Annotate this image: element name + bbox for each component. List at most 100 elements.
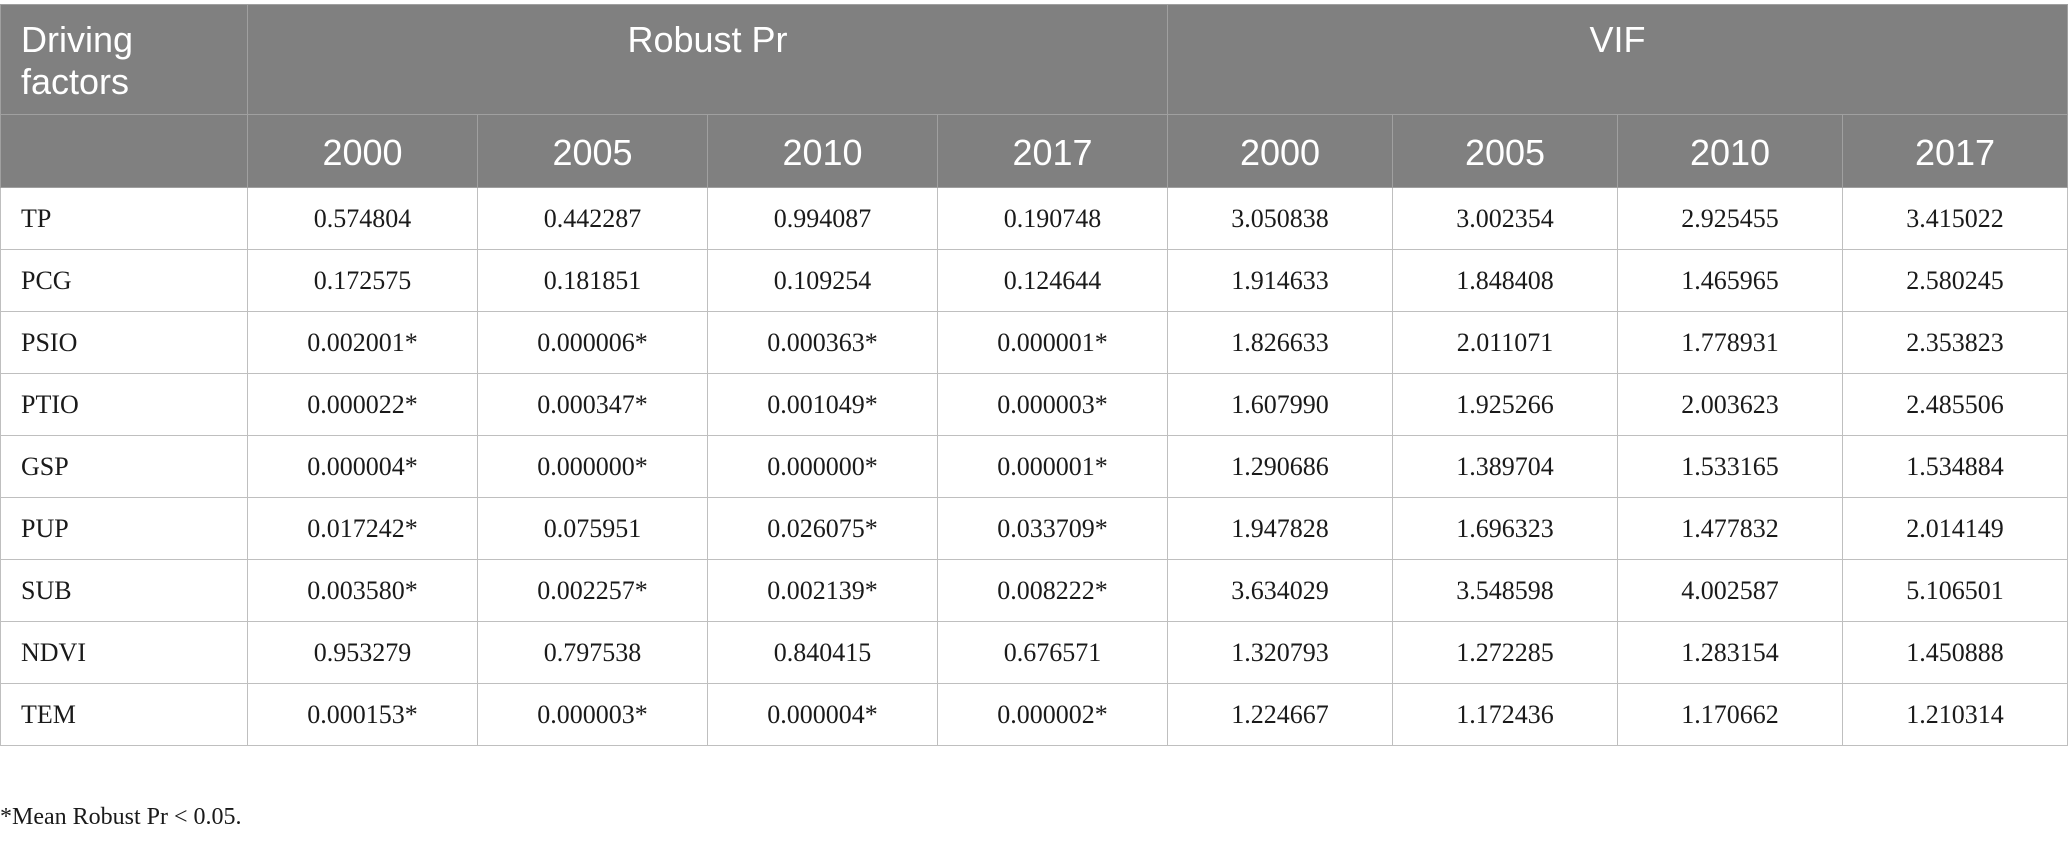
table-row: PTIO 0.000022* 0.000347* 0.001049* 0.000003*… xyxy=(0,373,2068,436)
year-header-empty xyxy=(0,114,248,188)
robust-pr-cell: 0.124644 xyxy=(936,249,1169,312)
vif-cell: 1.389704 xyxy=(1392,435,1619,498)
robust-pr-cell: 0.000006* xyxy=(477,311,708,374)
vif-cell: 1.826633 xyxy=(1167,311,1394,374)
vif-cell: 1.170662 xyxy=(1617,683,1844,746)
robust-pr-cell: 0.000003* xyxy=(936,373,1169,436)
factor-cell: PCG xyxy=(0,249,248,312)
table-row: NDVI 0.953279 0.797538 0.840415 0.676571 1.32… xyxy=(0,621,2068,684)
vif-cell: 2.003623 xyxy=(1617,373,1844,436)
robust-pr-cell: 0.000003* xyxy=(477,683,708,746)
vif-cell: 1.778931 xyxy=(1617,311,1844,374)
vif-cell: 1.320793 xyxy=(1167,621,1394,684)
robust-pr-cell: 0.181851 xyxy=(477,249,708,312)
robust-pr-cell: 0.840415 xyxy=(707,621,938,684)
header-row-groups: Driving factors Robust Pr VIF xyxy=(0,4,2068,115)
factor-cell: PUP xyxy=(0,497,248,560)
vif-cell: 1.947828 xyxy=(1167,497,1394,560)
robust-pr-cell: 0.001049* xyxy=(707,373,938,436)
vif-cell: 2.580245 xyxy=(1842,249,2068,312)
robust-pr-cell: 0.002139* xyxy=(707,559,938,622)
vif-cell: 1.534884 xyxy=(1842,435,2068,498)
vif-cell: 2.353823 xyxy=(1842,311,2068,374)
vif-cell: 3.415022 xyxy=(1842,187,2068,250)
robust-pr-cell: 0.008222* xyxy=(936,559,1169,622)
year-header: 2000 xyxy=(1167,114,1394,188)
table-body: TP 0.574804 0.442287 0.994087 0.190748 3.0508… xyxy=(0,187,2068,746)
table-row: PUP 0.017242* 0.075951 0.026075* 0.033709* 1.… xyxy=(0,497,2068,560)
vif-cell: 4.002587 xyxy=(1617,559,1844,622)
robust-pr-cell: 0.442287 xyxy=(477,187,708,250)
vif-cell: 1.848408 xyxy=(1392,249,1619,312)
robust-pr-cell: 0.075951 xyxy=(477,497,708,560)
vif-cell: 3.548598 xyxy=(1392,559,1619,622)
robust-pr-cell: 0.000001* xyxy=(936,311,1169,374)
robust-pr-cell: 0.000004* xyxy=(247,435,478,498)
factor-cell: GSP xyxy=(0,435,248,498)
factor-cell: SUB xyxy=(0,559,248,622)
year-header: 2005 xyxy=(1392,114,1619,188)
vif-cell: 1.696323 xyxy=(1392,497,1619,560)
vif-cell: 3.050838 xyxy=(1167,187,1394,250)
table-row: TP 0.574804 0.442287 0.994087 0.190748 3.0508… xyxy=(0,187,2068,250)
robust-pr-cell: 0.676571 xyxy=(936,621,1169,684)
robust-pr-cell: 0.109254 xyxy=(707,249,938,312)
corner-header: Driving factors xyxy=(0,4,248,115)
robust-pr-cell: 0.172575 xyxy=(247,249,478,312)
factor-cell: PSIO xyxy=(0,311,248,374)
factor-cell: TP xyxy=(0,187,248,250)
vif-cell: 1.224667 xyxy=(1167,683,1394,746)
table-row: PSIO 0.002001* 0.000006* 0.000363* 0.000001*… xyxy=(0,311,2068,374)
vif-cell: 1.477832 xyxy=(1617,497,1844,560)
robust-pr-cell: 0.000000* xyxy=(477,435,708,498)
robust-pr-cell: 0.797538 xyxy=(477,621,708,684)
robust-pr-cell: 0.033709* xyxy=(936,497,1169,560)
robust-pr-cell: 0.002001* xyxy=(247,311,478,374)
robust-pr-cell: 0.003580* xyxy=(247,559,478,622)
vif-cell: 2.925455 xyxy=(1617,187,1844,250)
year-header: 2017 xyxy=(1842,114,2068,188)
table-row: PCG 0.172575 0.181851 0.109254 0.124644 1.914… xyxy=(0,249,2068,312)
robust-pr-cell: 0.000022* xyxy=(247,373,478,436)
year-header: 2010 xyxy=(1617,114,1844,188)
robust-pr-cell: 0.000001* xyxy=(936,435,1169,498)
header-row-years: 2000 2005 2010 2017 2000 2005 2010 2017 xyxy=(0,114,2068,188)
robust-pr-cell: 0.000002* xyxy=(936,683,1169,746)
factor-cell: TEM xyxy=(0,683,248,746)
vif-cell: 1.450888 xyxy=(1842,621,2068,684)
robust-pr-cell: 0.574804 xyxy=(247,187,478,250)
robust-pr-cell: 0.000363* xyxy=(707,311,938,374)
table-header: Driving factors Robust Pr VIF 2000 2005 … xyxy=(0,4,2068,188)
table-row: SUB 0.003580* 0.002257* 0.002139* 0.008222* 3… xyxy=(0,559,2068,622)
year-header: 2000 xyxy=(247,114,478,188)
group-header-vif: VIF xyxy=(1167,4,2068,115)
vif-cell: 2.014149 xyxy=(1842,497,2068,560)
robust-pr-cell: 0.994087 xyxy=(707,187,938,250)
table-row: TEM 0.000153* 0.000003* 0.000004* 0.000002* 1… xyxy=(0,683,2068,746)
vif-cell: 1.272285 xyxy=(1392,621,1619,684)
year-header: 2005 xyxy=(477,114,708,188)
group-header-robust-pr: Robust Pr xyxy=(246,4,1169,115)
driving-factors-table: Driving factors Robust Pr VIF 2000 2005 … xyxy=(0,4,2068,746)
table-footnote: *Mean Robust Pr < 0.05. xyxy=(0,804,242,830)
vif-cell: 1.465965 xyxy=(1617,249,1844,312)
robust-pr-cell: 0.000347* xyxy=(477,373,708,436)
robust-pr-cell: 0.190748 xyxy=(936,187,1169,250)
year-header: 2017 xyxy=(936,114,1169,188)
robust-pr-cell: 0.000153* xyxy=(247,683,478,746)
vif-cell: 3.634029 xyxy=(1167,559,1394,622)
vif-cell: 1.607990 xyxy=(1167,373,1394,436)
vif-cell: 1.290686 xyxy=(1167,435,1394,498)
vif-cell: 2.485506 xyxy=(1842,373,2068,436)
factor-cell: NDVI xyxy=(0,621,248,684)
vif-cell: 1.283154 xyxy=(1617,621,1844,684)
table-row: GSP 0.000004* 0.000000* 0.000000* 0.000001* 1… xyxy=(0,435,2068,498)
vif-cell: 3.002354 xyxy=(1392,187,1619,250)
vif-cell: 1.533165 xyxy=(1617,435,1844,498)
year-header: 2010 xyxy=(707,114,938,188)
vif-cell: 1.172436 xyxy=(1392,683,1619,746)
robust-pr-cell: 0.000000* xyxy=(707,435,938,498)
factor-cell: PTIO xyxy=(0,373,248,436)
vif-cell: 1.914633 xyxy=(1167,249,1394,312)
robust-pr-cell: 0.000004* xyxy=(707,683,938,746)
